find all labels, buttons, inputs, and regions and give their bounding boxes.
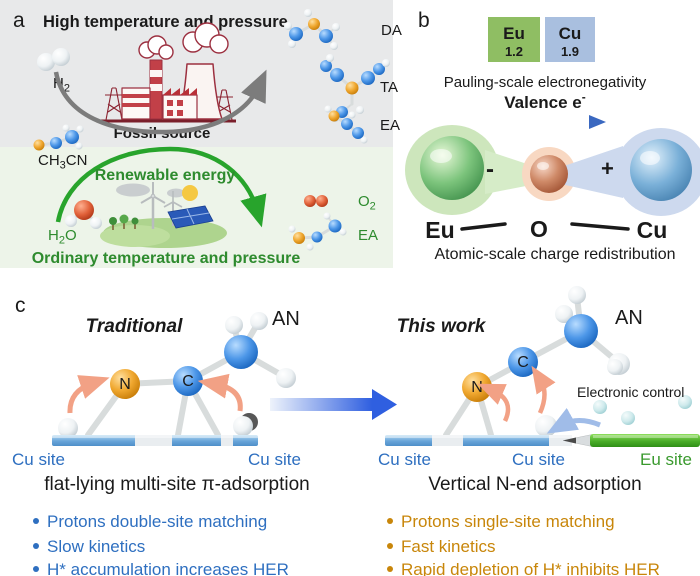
eu-o-cu-row: Eu O Cu xyxy=(425,216,667,243)
proton-arrow-n xyxy=(477,383,511,422)
ea-molecule-bottom xyxy=(288,212,347,251)
traditional-bullets: Protons double-site matching Slow kineti… xyxy=(33,512,289,576)
site-eu: Eu site xyxy=(640,450,692,469)
bullet-right-3: Rapid depletion of H* inhibits HER xyxy=(401,560,660,576)
h-star-left xyxy=(58,418,78,438)
bullet-right-1: Protons single-site matching xyxy=(401,512,615,531)
site-left-2: Cu site xyxy=(248,450,301,469)
ch3cn-label: CH3CN xyxy=(38,152,87,172)
minus-sign: - xyxy=(486,156,494,183)
renewable-caption: Renewable energy xyxy=(95,167,236,184)
trees xyxy=(109,214,139,230)
ordinary-caption: Ordinary temperature and pressure xyxy=(32,250,301,267)
cu-tile-symbol: Cu xyxy=(559,24,582,43)
h-star-right xyxy=(233,416,253,436)
left-adsorption-caption: flat-lying multi-site π-adsorption xyxy=(44,474,309,495)
ea-top-label: EA xyxy=(380,117,400,134)
bond-cu: Cu xyxy=(637,217,668,243)
pylon-right xyxy=(215,89,233,121)
this-work-molecule: N C xyxy=(385,286,700,447)
atom-n-right: N xyxy=(471,379,483,396)
traditional-molecule: N C xyxy=(52,312,296,446)
o2-molecule xyxy=(304,195,328,207)
h2-molecule xyxy=(37,48,70,71)
ea-molecule-top xyxy=(324,105,368,144)
panel-a-label: a xyxy=(13,9,25,32)
eu-pencil-surface xyxy=(562,434,700,447)
electron-spheres xyxy=(593,359,692,425)
ea-bottom-label: EA xyxy=(358,227,378,244)
smoke-clouds xyxy=(138,22,229,60)
panel-b-label: b xyxy=(418,9,430,32)
renewable-route-arrow xyxy=(55,146,267,228)
right-adsorption-caption: Vertical N-end adsorption xyxy=(428,474,641,495)
cu-tile-value: 1.9 xyxy=(561,44,579,59)
bullet-left-1: Protons double-site matching xyxy=(47,512,267,531)
an-label-right: AN xyxy=(615,307,643,329)
bond-eu: Eu xyxy=(425,217,454,243)
striped-chimney xyxy=(149,59,163,120)
atom-n-left: N xyxy=(119,376,131,393)
da-molecule xyxy=(284,9,340,50)
site-right-2: Cu site xyxy=(512,450,565,469)
da-label: DA xyxy=(381,22,402,39)
factory-illustration xyxy=(96,22,236,123)
valence-gradient-arrow xyxy=(493,115,606,129)
bullet-left-3: H* accumulation increases HER xyxy=(47,560,289,576)
eu-tile-symbol: Eu xyxy=(503,24,525,43)
proton-arrow-c xyxy=(531,365,556,414)
site-left-1: Cu site xyxy=(12,450,65,469)
bullet-right-2: Fast kinetics xyxy=(401,537,495,556)
an-label-left: AN xyxy=(272,308,300,330)
solar-panels xyxy=(167,205,214,229)
eu-periodic-tile: Eu 1.2 xyxy=(488,17,540,62)
atom-c-right: C xyxy=(517,354,529,371)
panel-c: c Traditional This work AN AN N C xyxy=(12,286,700,576)
this-work-heading: This work xyxy=(397,316,487,337)
ch3cn-molecule xyxy=(33,124,84,151)
charge-caption: Atomic-scale charge redistribution xyxy=(435,246,676,263)
panel-a: a High temperature and pressure H2 xyxy=(0,0,402,268)
electronegativity-caption: Pauling-scale electronegativity xyxy=(444,74,647,91)
o-sphere xyxy=(530,155,568,193)
this-work-bullets: Protons single-site matching Fast kineti… xyxy=(387,512,660,576)
h2o-molecule xyxy=(65,200,102,229)
charge-redistribution-graphic: - + xyxy=(405,125,700,216)
cu-surface-left xyxy=(52,435,258,446)
h-star-surface xyxy=(535,415,557,437)
eu-sphere xyxy=(420,136,484,200)
bond-o: O xyxy=(530,216,548,242)
h2o-label: H2O xyxy=(48,227,77,247)
cu-periodic-tile: Cu 1.9 xyxy=(545,17,595,62)
o2-label: O2 xyxy=(358,193,376,213)
bullet-left-2: Slow kinetics xyxy=(47,537,145,556)
transition-arrow xyxy=(270,389,397,420)
valence-label: Valence e- xyxy=(504,90,586,112)
traditional-heading: Traditional xyxy=(86,316,183,337)
sun-icon xyxy=(182,185,198,201)
cu-sphere xyxy=(630,139,692,201)
proton-arrow-left xyxy=(67,375,110,414)
site-right-1: Cu site xyxy=(378,450,431,469)
ta-label: TA xyxy=(380,79,398,96)
electronic-control-label: Electronic control xyxy=(577,384,684,400)
pylon-left xyxy=(105,87,123,121)
panel-a-title: High temperature and pressure xyxy=(43,13,288,31)
panel-b: b Eu 1.2 Cu 1.9 Pauling-scale electroneg… xyxy=(405,9,700,263)
atom-c-left: C xyxy=(182,373,194,390)
renewable-illustration xyxy=(100,182,227,248)
fossil-route-arrow xyxy=(53,69,267,135)
proton-arrow-right xyxy=(197,373,243,412)
factory-buildings xyxy=(121,87,198,120)
eu-tile-value: 1.2 xyxy=(505,44,523,59)
electron-flow-arrow xyxy=(546,407,601,434)
panel-c-label: c xyxy=(15,294,26,317)
cu-surface-right xyxy=(385,435,572,446)
plus-sign: + xyxy=(601,156,614,181)
